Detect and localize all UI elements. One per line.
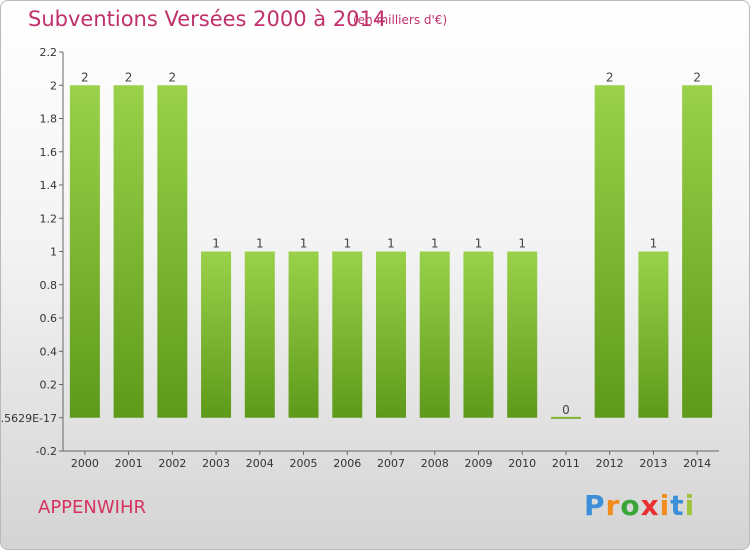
chart-title: Subventions Versées 2000 à 2014 — [28, 7, 387, 31]
bar-value-label: 2 — [81, 70, 89, 84]
y-tick-label: -1.5629E-17 — [1, 412, 57, 425]
bar — [463, 251, 494, 418]
bar-value-label: 1 — [518, 237, 526, 251]
bar-value-label: 2 — [606, 70, 614, 84]
logo-letter: t — [670, 489, 685, 522]
bar-value-label: 2 — [169, 70, 177, 84]
bar — [594, 85, 625, 418]
bar — [682, 85, 713, 418]
x-tick-label: 2005 — [290, 457, 318, 470]
bar-value-label: 1 — [343, 237, 351, 251]
bar-value-label: 1 — [431, 237, 439, 251]
logo-letter: i — [659, 489, 671, 522]
bar — [638, 251, 669, 418]
y-tick-label: 2.2 — [40, 46, 58, 59]
bar-value-label: 1 — [212, 237, 220, 251]
chart-subtitle: (en milliers d'€) — [353, 13, 448, 27]
y-tick-label: 0.6 — [40, 312, 58, 325]
x-tick-label: 2000 — [71, 457, 99, 470]
bar — [157, 85, 188, 418]
x-tick-label: 2003 — [202, 457, 230, 470]
proxiti-logo: Proxiti — [584, 489, 695, 522]
y-tick-label: 0.4 — [40, 345, 58, 358]
bar — [507, 251, 538, 418]
y-tick-label: 1.4 — [40, 179, 58, 192]
x-tick-label: 2007 — [377, 457, 405, 470]
x-tick-label: 2009 — [464, 457, 492, 470]
logo-letter: o — [620, 489, 641, 522]
y-tick-label: 1.6 — [40, 146, 58, 159]
y-tick-label: 2 — [50, 79, 57, 92]
bar — [550, 416, 581, 419]
x-tick-label: 2008 — [421, 457, 449, 470]
bar-value-label: 1 — [256, 237, 264, 251]
bar-value-label: 2 — [693, 70, 701, 84]
x-tick-label: 2004 — [246, 457, 274, 470]
x-tick-label: 2013 — [639, 457, 667, 470]
bar-value-label: 1 — [387, 237, 395, 251]
y-tick-label: 1.8 — [40, 113, 58, 126]
y-tick-label: 1 — [50, 246, 57, 259]
x-tick-label: 2012 — [596, 457, 624, 470]
bar — [332, 251, 363, 418]
bar-value-label: 1 — [475, 237, 483, 251]
y-tick-label: -0.2 — [36, 445, 57, 458]
x-tick-label: 2002 — [158, 457, 186, 470]
x-tick-label: 2011 — [552, 457, 580, 470]
bar — [244, 251, 275, 418]
bar — [419, 251, 450, 418]
bar-value-label: 1 — [650, 237, 658, 251]
commune-name: APPENWIHR — [38, 497, 147, 518]
logo-letter: i — [684, 489, 696, 522]
y-tick-label: 1.2 — [40, 212, 58, 225]
bar — [376, 251, 406, 418]
y-tick-label: 0.8 — [40, 279, 58, 292]
x-tick-label: 2006 — [333, 457, 361, 470]
x-tick-label: 2014 — [683, 457, 711, 470]
x-tick-label: 2001 — [115, 457, 143, 470]
bar-value-label: 2 — [125, 70, 133, 84]
logo-letter: r — [605, 489, 621, 522]
y-tick-label: 0.2 — [40, 379, 58, 392]
bar — [288, 251, 319, 418]
bar-value-label: 0 — [562, 403, 570, 417]
x-tick-label: 2010 — [508, 457, 536, 470]
logo-letter: P — [584, 489, 606, 522]
bar-value-label: 1 — [300, 237, 308, 251]
bar — [201, 251, 232, 418]
logo-letter: x — [640, 489, 660, 522]
bar — [69, 85, 100, 418]
bar — [113, 85, 144, 418]
